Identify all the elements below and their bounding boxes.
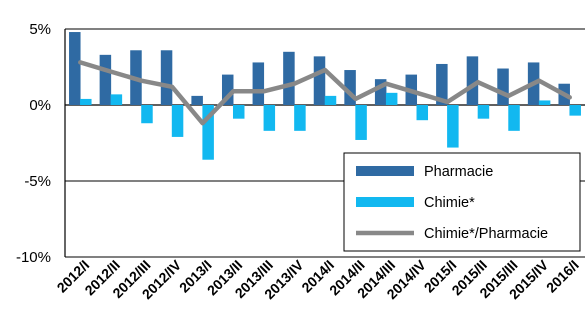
bar-chimie: [263, 105, 276, 131]
bar-chimie: [416, 105, 429, 121]
bar-chimie: [355, 105, 367, 140]
bar-pharmacie: [374, 79, 387, 105]
legend-label: Chimie*/Pharmacie: [424, 226, 548, 242]
legend-label: Chimie*: [424, 195, 475, 211]
bar-pharmacie: [252, 62, 265, 105]
x-axis-ticks: 2012/I2012/II2012/III2012/IV2013/I2013/I…: [54, 256, 582, 302]
bar-pharmacie: [344, 70, 356, 105]
bar-chimie: [80, 98, 92, 105]
y-tick-label: -5%: [24, 173, 51, 190]
bar-pharmacie: [160, 50, 173, 105]
bar-pharmacie: [99, 54, 112, 105]
bar-chimie: [141, 105, 153, 124]
bar-chimie: [477, 105, 490, 119]
bar-chimie: [538, 100, 551, 105]
bar-chimie: [232, 105, 245, 119]
bar-chimie: [110, 94, 123, 105]
bar-chimie: [447, 105, 459, 148]
y-tick-label: -10%: [16, 249, 51, 266]
y-tick-label: 0%: [29, 97, 51, 114]
bar-pharmacie: [69, 32, 81, 105]
bar-pharmacie: [221, 74, 234, 105]
bar-pharmacie: [466, 56, 479, 105]
bar-chimie: [508, 105, 520, 131]
bar-pharmacie: [313, 56, 326, 105]
bar-chimie: [385, 92, 398, 105]
bar-chimie: [324, 95, 337, 105]
ratio-line: [78, 60, 572, 126]
bar-pharmacie: [283, 51, 295, 105]
y-tick-label: 5%: [29, 21, 51, 38]
legend-swatch-chimie: [356, 197, 414, 207]
legend: Pharmacie Chimie* Chimie*/Pharmacie: [343, 152, 581, 252]
x-tick-label: 2016/I: [543, 257, 582, 296]
bar-chimie: [202, 105, 214, 160]
series-line-chimie-pharmacie: [78, 60, 572, 126]
bar-chimie: [171, 105, 184, 137]
bar-pharmacie: [497, 68, 509, 105]
bar-pharmacie: [436, 63, 448, 105]
bar-chimie: [294, 105, 306, 131]
bar-pharmacie: [191, 95, 203, 105]
legend-label: Pharmacie: [424, 164, 493, 180]
bar-chimie: [569, 105, 581, 116]
legend-swatch-pharmacie: [356, 166, 414, 176]
y-axis-ticks: 5% 0% -5% -10%: [16, 21, 51, 266]
